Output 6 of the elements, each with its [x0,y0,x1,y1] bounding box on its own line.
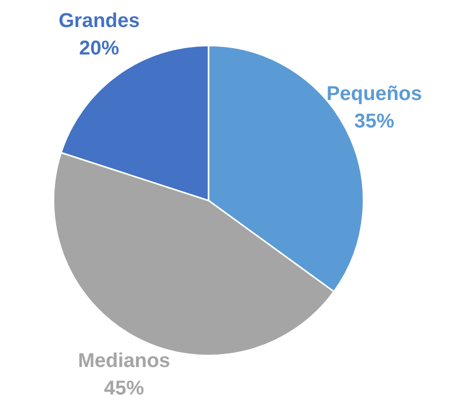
data-label: 35% [354,110,394,132]
data-label: 20% [79,38,120,60]
slice-label: Medianos [78,350,170,372]
slice-label: Pequeños [326,82,422,105]
data-label: 45% [104,377,144,400]
slice-label: Grandes [58,10,140,32]
